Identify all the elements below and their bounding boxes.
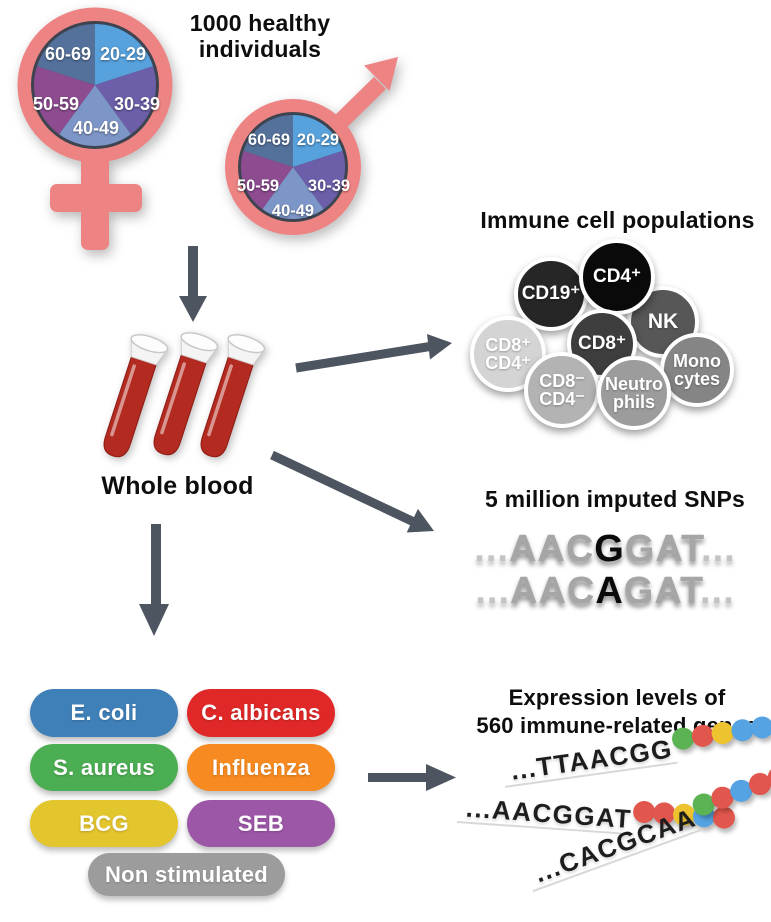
pie-label-40-49: 40-49 — [73, 118, 119, 138]
pie-label-50-59: 50-59 — [33, 94, 79, 114]
sequence-ellipsis: ... — [699, 570, 735, 612]
pie-label-20-29: 20-29 — [100, 44, 146, 64]
sequence-bases: AAC — [508, 528, 595, 570]
arrow-stimuli-to-expression — [368, 764, 456, 791]
sequence-bases: AAC — [510, 570, 596, 612]
arrow-blood-to-stimuli — [139, 524, 169, 636]
snp-sequence-reference: ...AACGGAT... — [425, 530, 771, 568]
main-title-line1: 1000 healthy — [189, 10, 331, 36]
pie-label-50-59: 50-59 — [237, 177, 279, 195]
immune-cell-label: CD4⁺ — [592, 266, 642, 288]
stimulus-label: Influenza — [211, 754, 311, 780]
arrow-blood-to-snps — [270, 450, 434, 533]
immune-cell-cd19: CD19⁺ — [514, 257, 588, 331]
snp-variant-base: G — [594, 528, 625, 570]
stimulus-influenza: Influenza — [187, 744, 335, 791]
sequence-ellipsis: ... — [474, 528, 509, 570]
pie-slice-20-29 — [95, 24, 153, 85]
snps-title: 5 million imputed SNPs — [485, 486, 745, 512]
immune-cell-label: CD8⁻ CD4⁻ — [539, 370, 585, 409]
pie-slice-50-59 — [34, 66, 95, 135]
stimulus-non-stimulated: Non stimulated — [88, 853, 285, 896]
pie-slice-20-29 — [293, 114, 343, 167]
sequence-ellipsis: ... — [701, 528, 736, 570]
stimulus-label: Non stimulated — [104, 861, 269, 887]
immune-cell-cd4: CD4⁺ — [579, 239, 655, 315]
pie-slice-60-69 — [243, 114, 293, 167]
stimulus-seb: SEB — [187, 800, 335, 847]
expression-title-line1: Expression levels of — [508, 685, 726, 710]
stimulus-e-coli: E. coli — [30, 689, 178, 737]
male-age-pie: 20-29 30-39 40-49 50-59 60-69 — [237, 112, 350, 222]
blood-tube — [200, 334, 266, 458]
immune-cell-label: CD8⁺ — [577, 333, 627, 355]
pie-slice-40-49 — [262, 167, 324, 220]
immune-cell-label: CD19⁺ — [521, 283, 581, 305]
whole-blood-label: Whole blood — [101, 472, 254, 500]
blood-tube — [153, 332, 219, 456]
immune-cell-label: CD8⁺ CD4⁺ — [485, 334, 531, 373]
pie-label-30-39: 30-39 — [114, 94, 160, 114]
stimulus-label: SEB — [237, 810, 285, 836]
main-title-line2: individuals — [198, 36, 322, 63]
immune-cell-label: Mono cytes — [673, 350, 721, 389]
snp-sequence-alternate: ...AACAGAT... — [425, 572, 771, 610]
stimulus-label: BCG — [79, 810, 129, 836]
blood-tubes — [103, 332, 266, 458]
immune-cell-monocytes: Mono cytes — [660, 333, 734, 407]
sequence-bases: GAT — [624, 528, 702, 570]
pie-label-60-69: 60-69 — [248, 131, 290, 149]
pie-label-20-29: 20-29 — [297, 131, 339, 149]
stimulus-bcg: BCG — [30, 800, 178, 847]
pie-slice-60-69 — [37, 24, 95, 85]
female-symbol — [17, 7, 173, 250]
pie-slice-30-39 — [95, 66, 156, 135]
stimulus-s-aureus: S. aureus — [30, 744, 178, 791]
immune-cell-label: NK — [647, 310, 679, 334]
stimulus-label: E. coli — [70, 700, 138, 725]
pie-slice-50-59 — [240, 150, 293, 210]
pie-slice-30-39 — [293, 150, 346, 210]
pie-label-60-69: 60-69 — [45, 44, 91, 64]
snp-variant-base: A — [595, 570, 624, 612]
arrow-blood-to-immune-cells — [295, 334, 452, 373]
stimulus-label: S. aureus — [53, 754, 155, 780]
sequence-ellipsis: ... — [475, 570, 511, 612]
immune-cell-neutrophils: Neutro phils — [597, 356, 671, 430]
male-symbol — [225, 57, 398, 235]
female-age-pie: 20-29 30-39 40-49 50-59 60-69 — [31, 21, 160, 149]
main-title: 1000 healthy individuals — [175, 10, 345, 63]
stimulus-c-albicans: C. albicans — [187, 689, 335, 737]
arrow-individuals-to-blood — [179, 246, 207, 322]
pie-label-40-49: 40-49 — [272, 202, 314, 220]
immune-cell-label: Neutro phils — [605, 373, 663, 412]
stimulus-label: C. albicans — [201, 700, 321, 725]
pie-slice-40-49 — [59, 85, 131, 146]
immune-populations-title: Immune cell populations — [480, 207, 755, 233]
pie-label-30-39: 30-39 — [308, 177, 350, 195]
immune-cell-cd8neg-cd4neg: CD8⁻ CD4⁻ — [524, 352, 600, 428]
sequence-bases: GAT — [623, 570, 700, 612]
expression-title: Expression levels of 560 immune-related … — [438, 684, 771, 739]
blood-tube — [103, 334, 169, 458]
